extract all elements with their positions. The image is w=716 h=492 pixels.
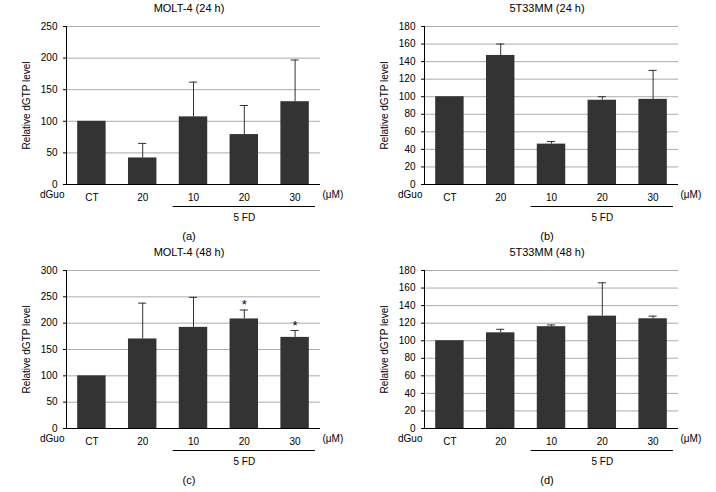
svg-text:20: 20 (137, 192, 149, 203)
svg-text:60: 60 (404, 126, 416, 137)
svg-text:180: 180 (399, 21, 416, 32)
svg-text:5 FD: 5 FD (591, 212, 613, 223)
svg-text:80: 80 (404, 108, 416, 119)
svg-text:140: 140 (399, 56, 416, 67)
svg-text:160: 160 (399, 38, 416, 49)
svg-text:100: 100 (41, 116, 58, 127)
svg-text:Relative dGTP level: Relative dGTP level (21, 61, 32, 149)
svg-text:0: 0 (409, 422, 416, 434)
svg-text:10: 10 (188, 436, 200, 447)
svg-text:20: 20 (597, 436, 609, 447)
svg-text:(μM): (μM) (681, 433, 702, 444)
svg-text:160: 160 (399, 282, 416, 293)
html-text:5T33MM (24 h): 5T33MM (24 h) (509, 2, 585, 14)
svg-text:20: 20 (495, 436, 507, 447)
svg-text:10: 10 (546, 192, 558, 203)
svg-text:150: 150 (41, 84, 58, 95)
svg-text:CT: CT (85, 436, 98, 447)
svg-text:120: 120 (399, 73, 416, 84)
svg-text:(μM): (μM) (323, 433, 344, 444)
svg-text:dGuo: dGuo (398, 189, 423, 200)
html-text:MOLT-4 (48 h): MOLT-4 (48 h) (153, 246, 225, 258)
svg-text:30: 30 (290, 192, 302, 203)
svg-text:5 FD: 5 FD (233, 456, 255, 467)
svg-text:20: 20 (137, 436, 149, 447)
svg-text:30: 30 (648, 192, 660, 203)
svg-text:5 FD: 5 FD (233, 212, 255, 223)
svg-text:200: 200 (41, 52, 58, 63)
html-text:MOLT-4 (24 h): MOLT-4 (24 h) (153, 2, 225, 14)
html-text:(d): (d) (540, 474, 554, 486)
svg-text:120: 120 (399, 317, 416, 328)
svg-text:30: 30 (648, 436, 660, 447)
html-text:5T33MM (48 h): 5T33MM (48 h) (509, 246, 585, 258)
svg-text:10: 10 (546, 436, 558, 447)
svg-text:60: 60 (404, 370, 416, 381)
svg-text:40: 40 (404, 388, 416, 399)
svg-text:50: 50 (46, 147, 58, 158)
svg-text:180: 180 (399, 265, 416, 276)
html-text:(c): (c) (182, 474, 196, 486)
svg-text:Relative dGTP level: Relative dGTP level (379, 61, 390, 149)
svg-text:100: 100 (399, 91, 416, 102)
svg-text:140: 140 (399, 300, 416, 311)
svg-text:(μM): (μM) (323, 189, 344, 200)
svg-text:40: 40 (404, 144, 416, 155)
svg-text:CT: CT (443, 436, 456, 447)
svg-text:5 FD: 5 FD (591, 456, 613, 467)
svg-text:20: 20 (239, 192, 251, 203)
svg-text:250: 250 (41, 21, 58, 32)
html-text:(a): (a) (182, 230, 196, 242)
svg-text:(μM): (μM) (681, 189, 702, 200)
svg-text:CT: CT (85, 192, 98, 203)
svg-text:20: 20 (404, 405, 416, 416)
svg-text:10: 10 (188, 192, 200, 203)
svg-text:150: 150 (41, 344, 58, 355)
svg-text:100: 100 (41, 370, 58, 381)
svg-text:Relative dGTP level: Relative dGTP level (21, 305, 32, 393)
svg-text:20: 20 (597, 192, 609, 203)
svg-text:dGuo: dGuo (40, 189, 65, 200)
svg-text:20: 20 (404, 161, 416, 172)
svg-text:30: 30 (290, 436, 302, 447)
svg-text:*: * (242, 297, 247, 312)
svg-text:dGuo: dGuo (40, 433, 65, 444)
svg-text:80: 80 (404, 352, 416, 363)
svg-text:200: 200 (41, 317, 58, 328)
svg-text:Relative dGTP level: Relative dGTP level (379, 305, 390, 393)
svg-text:50: 50 (46, 396, 58, 407)
svg-text:0: 0 (51, 178, 58, 190)
svg-text:dGuo: dGuo (398, 433, 423, 444)
svg-text:*: * (293, 318, 298, 333)
svg-text:0: 0 (409, 178, 416, 190)
svg-text:100: 100 (399, 335, 416, 346)
svg-text:0: 0 (51, 422, 58, 434)
svg-text:CT: CT (443, 192, 456, 203)
svg-text:300: 300 (41, 265, 58, 276)
svg-text:20: 20 (495, 192, 507, 203)
svg-text:20: 20 (239, 436, 251, 447)
svg-text:250: 250 (41, 291, 58, 302)
html-text:(b): (b) (540, 230, 554, 242)
